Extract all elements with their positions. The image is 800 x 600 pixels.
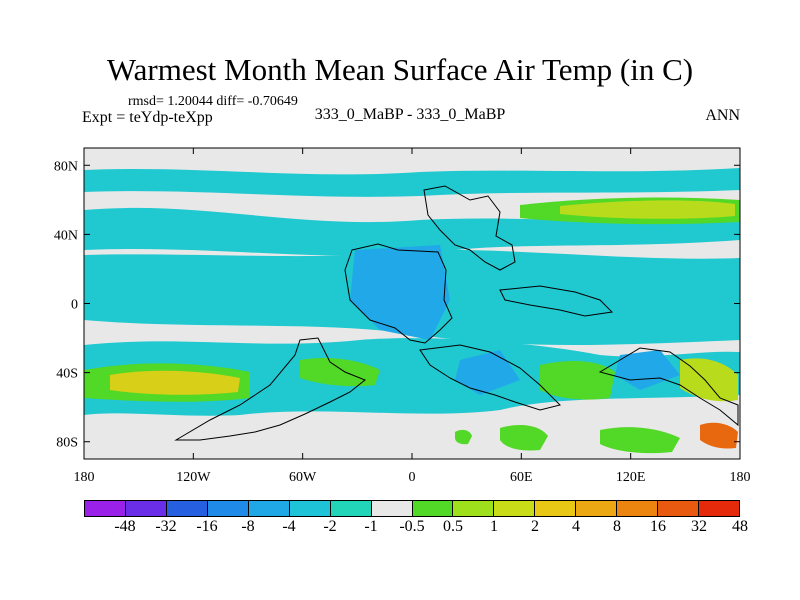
colorbar-segment: [412, 501, 454, 516]
colorbar-tick-label: 48: [732, 518, 748, 535]
colorbar-tick-label: 1: [490, 518, 498, 535]
colorbar-segment: [166, 501, 208, 516]
colorbar-tick-label: -4: [282, 518, 296, 535]
coastline-6: [174, 337, 366, 441]
coastline-5: [598, 347, 739, 427]
field-region-12: [300, 358, 380, 387]
field-region-15: [500, 424, 548, 451]
lat-label: 40S: [56, 367, 78, 382]
colorbar-segment: [617, 501, 659, 516]
coastline-3: [499, 285, 614, 317]
colorbar-segment: [371, 501, 413, 516]
field-region-9: [560, 200, 735, 219]
lat-label: 40N: [54, 228, 78, 243]
colorbar-segment: [576, 501, 618, 516]
colorbar-segment: [535, 501, 577, 516]
lon-label: 60W: [289, 470, 317, 485]
coastline-4: [419, 344, 561, 411]
field-region-1: [84, 168, 740, 197]
lon-label: 60E: [510, 470, 533, 485]
ann-label: ANN: [705, 107, 740, 124]
field-region-6: [455, 350, 520, 395]
coastline-1: [344, 243, 453, 344]
lon-label: 120E: [616, 470, 646, 485]
lon-label: 120W: [176, 470, 211, 485]
lat-label: 80S: [56, 436, 78, 451]
colorbar-segment: [453, 501, 495, 516]
colorbar-segment: [658, 501, 700, 516]
colorbar-tick-label: -1: [364, 518, 378, 535]
colorbar-segment: [494, 501, 536, 516]
center-label: 333_0_MaBP - 333_0_MaBP: [314, 106, 506, 123]
colorbar-segment: [289, 501, 331, 516]
field-region-17: [700, 422, 738, 449]
colorbar-tick-label: 4: [572, 518, 580, 535]
colorbar-segment: [85, 501, 126, 516]
colorbar-segment: [248, 501, 290, 516]
field-region-18: [455, 429, 472, 445]
lon-label: 180: [730, 470, 751, 485]
colorbar: [84, 500, 740, 517]
colorbar-tick-label: 2: [531, 518, 539, 535]
lon-label: 180: [74, 470, 95, 485]
colorbar-tick-label: -16: [196, 518, 218, 535]
expt-label: Expt = teYdp-teXpp: [82, 109, 213, 126]
field-region-5: [350, 245, 450, 340]
colorbar-tick-label: -0.5: [399, 518, 425, 535]
field-region-2: [84, 207, 740, 257]
lat-label: 0: [71, 298, 78, 313]
stats-line: rmsd= 1.20044 diff= -0.70649: [128, 94, 298, 109]
colorbar-tick-label: 0.5: [443, 518, 463, 535]
colorbar-segment: [125, 501, 167, 516]
colorbar-segment: [207, 501, 249, 516]
coastline-2: [423, 185, 516, 271]
colorbar-tick-label: 32: [691, 518, 707, 535]
colorbar-tick-label: -32: [155, 518, 177, 535]
colorbar-tick-label: -2: [323, 518, 337, 535]
colorbar-tick-label: 16: [650, 518, 666, 535]
field-region-14: [680, 358, 738, 402]
colorbar-segment: [699, 501, 739, 516]
colorbar-tick-label: -8: [241, 518, 255, 535]
colorbar-segment: [330, 501, 372, 516]
map-title: Warmest Month Mean Surface Air Temp (in …: [106, 52, 694, 87]
field-region-16: [600, 427, 680, 454]
colorbar-tick-label: -48: [114, 518, 136, 535]
field-region-13: [540, 360, 615, 400]
field-region-11: [110, 370, 240, 395]
lon-label: 0: [409, 470, 416, 485]
colorbar-tick-label: 8: [613, 518, 621, 535]
lat-label: 80N: [54, 159, 78, 174]
